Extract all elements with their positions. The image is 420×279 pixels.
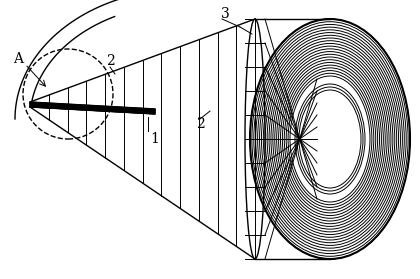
Text: 2: 2: [105, 54, 114, 68]
Text: 1: 1: [150, 132, 160, 146]
Text: A: A: [13, 52, 23, 66]
Text: 3: 3: [220, 7, 229, 21]
Text: 2: 2: [196, 117, 205, 131]
Polygon shape: [30, 102, 155, 114]
